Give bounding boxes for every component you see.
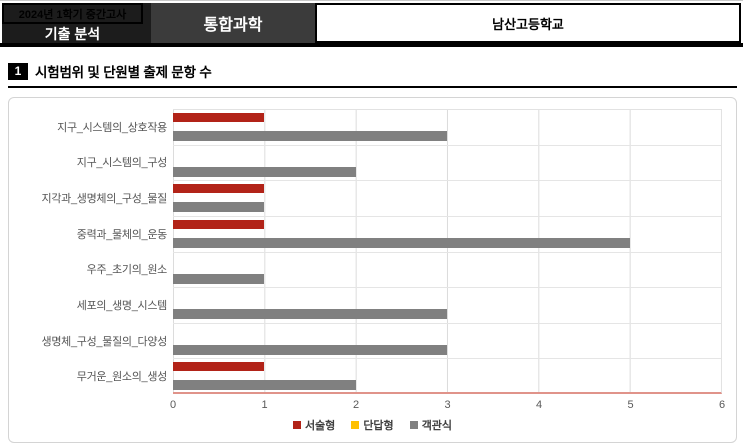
category-label: 지구_시스템의_상호작용 [57,121,167,134]
chart-row [173,181,721,217]
legend-swatch [292,421,301,429]
x-tick-label: 1 [261,399,268,411]
legend-swatch [409,421,418,429]
bar-서술형 [173,362,265,372]
legend-label: 객관식 [421,420,453,432]
x-tick-label: 2 [352,399,360,411]
x-tick-label: 5 [627,399,634,411]
x-tick-label: 6 [718,399,726,411]
category-label: 무거운_원소의_생성 [76,371,168,384]
legend-item: 서술형 [292,417,336,433]
chart-row [173,288,721,324]
bar-객관식 [173,131,447,141]
legend-swatch [351,421,360,429]
bar-객관식 [173,273,265,284]
category-label: 중력과_물체의_운동 [76,228,168,241]
legend-label: 서술형 [304,420,336,432]
legend-item: 단답형 [351,417,394,433]
bar-서술형 [173,219,265,229]
bar-객관식 [173,166,356,177]
category-label: 지구_시스템의_구성 [76,157,168,170]
exam-period-label: 2024년 1학기 중간고사 [2,3,143,24]
chart-legend: 서술형 단답형 객관식 [9,417,736,433]
category-label: 지각과_생명체의_구성_물질 [41,193,168,206]
chart-row [173,110,721,146]
x-tick-label: 0 [169,399,177,411]
header-left-block: 2024년 1학기 중간고사 기출 분석 [2,3,151,43]
chart-row [173,359,721,395]
chart-row [173,253,721,289]
category-label: 세포의_생명_시스템 [76,299,168,312]
bar-객관식 [173,309,447,320]
bar-객관식 [173,380,356,391]
section-number-badge: 1 [8,62,28,80]
x-tick-label: 4 [535,399,543,411]
bar-객관식 [173,237,630,248]
subject-label: 통합과학 [151,3,315,43]
header-underline [0,43,743,47]
bar-객관식 [173,344,447,355]
x-axis: 0 1 2 3 4 5 6 [169,399,726,413]
school-name-label: 남산고등학교 [315,3,741,43]
chart-row [173,146,721,182]
plot-area [173,109,722,394]
chart-row [173,217,721,253]
bar-서술형 [173,184,265,194]
category-label: 우주_초기의_원소 [86,264,168,277]
x-tick-label: 3 [444,399,451,411]
legend-label: 단답형 [363,420,394,432]
chart-row [173,324,721,360]
bar-객관식 [173,202,265,213]
doc-type-label: 기출 분석 [44,25,101,42]
legend-item: 객관식 [409,417,453,433]
section-title: 시험범위 및 단원별 출제 문항 수 [35,65,212,80]
header: 2024년 1학기 중간고사 기출 분석 통합과학 남산고등학교 [2,3,741,43]
category-label: 생명체_구성_물질의_다양성 [41,335,168,348]
bar-서술형 [173,113,265,122]
section-header: 1 시험범위 및 단원별 출제 문항 수 [8,61,737,88]
